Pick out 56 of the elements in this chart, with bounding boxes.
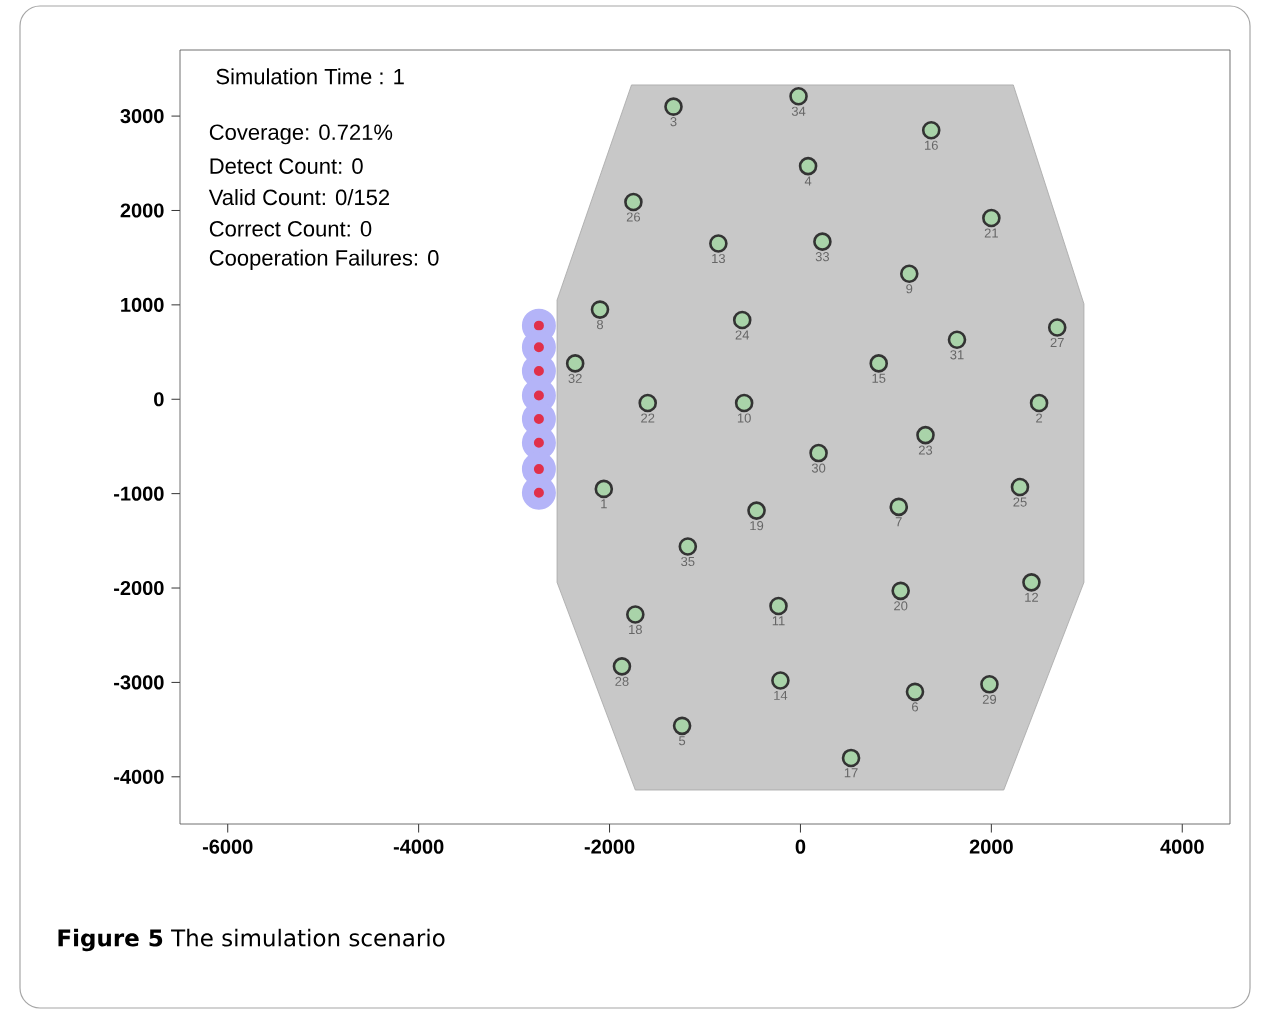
annotation: Detect Count: 0 — [210, 158, 363, 174]
annotation: Coverage: 0.721% — [209, 124, 393, 145]
y-tick-label: -3000 — [114, 675, 164, 690]
point — [798, 156, 818, 176]
point — [809, 443, 828, 463]
point — [899, 264, 919, 284]
point — [1047, 318, 1067, 337]
y-tick-label: 2000 — [120, 203, 164, 218]
point — [590, 300, 610, 319]
x-tick-label: 0 — [795, 839, 806, 854]
point — [916, 425, 935, 445]
y-tick-label: -1000 — [114, 486, 164, 501]
y-tick-label: 1000 — [121, 297, 164, 312]
x-tick-label: -6000 — [202, 839, 253, 854]
annotation: Valid Count: 0/152 — [208, 189, 390, 206]
point — [889, 497, 909, 517]
point — [638, 393, 658, 413]
point — [841, 748, 861, 768]
point — [869, 354, 889, 373]
point — [734, 393, 754, 413]
point — [905, 682, 925, 702]
point — [624, 192, 643, 212]
x-tick-label: -4000 — [393, 839, 444, 854]
point — [565, 354, 585, 373]
point — [982, 208, 1001, 228]
point — [1022, 573, 1041, 592]
point — [626, 605, 645, 624]
point — [709, 234, 728, 253]
y-tick-label: 3000 — [120, 109, 164, 124]
point — [672, 716, 692, 736]
text: Figure 5 The simulation scenario — [58, 928, 445, 952]
point — [947, 330, 967, 350]
point — [769, 596, 788, 616]
point — [1029, 393, 1049, 413]
point — [891, 581, 910, 601]
point — [1010, 477, 1030, 497]
y-tick-label: -4000 — [114, 769, 164, 784]
point — [594, 479, 614, 499]
point — [771, 671, 790, 690]
point — [612, 657, 632, 676]
x-tick-label: 4000 — [1160, 839, 1204, 854]
text: Simulation Time : 1 — [216, 68, 404, 85]
point — [813, 232, 832, 251]
point — [747, 501, 766, 520]
point — [732, 310, 752, 330]
point — [678, 537, 698, 556]
annotation: Correct Count: 0 — [209, 221, 372, 237]
point — [664, 97, 683, 116]
y-tick-label: -2000 — [114, 580, 164, 596]
point — [980, 675, 999, 694]
annotation: Cooperation Failures: 0 — [209, 249, 439, 270]
x-tick-label: -2000 — [584, 839, 635, 854]
point — [921, 120, 941, 140]
x-tick-label: 2000 — [969, 839, 1013, 854]
point — [789, 86, 808, 106]
y-tick-label: 0 — [154, 392, 164, 407]
